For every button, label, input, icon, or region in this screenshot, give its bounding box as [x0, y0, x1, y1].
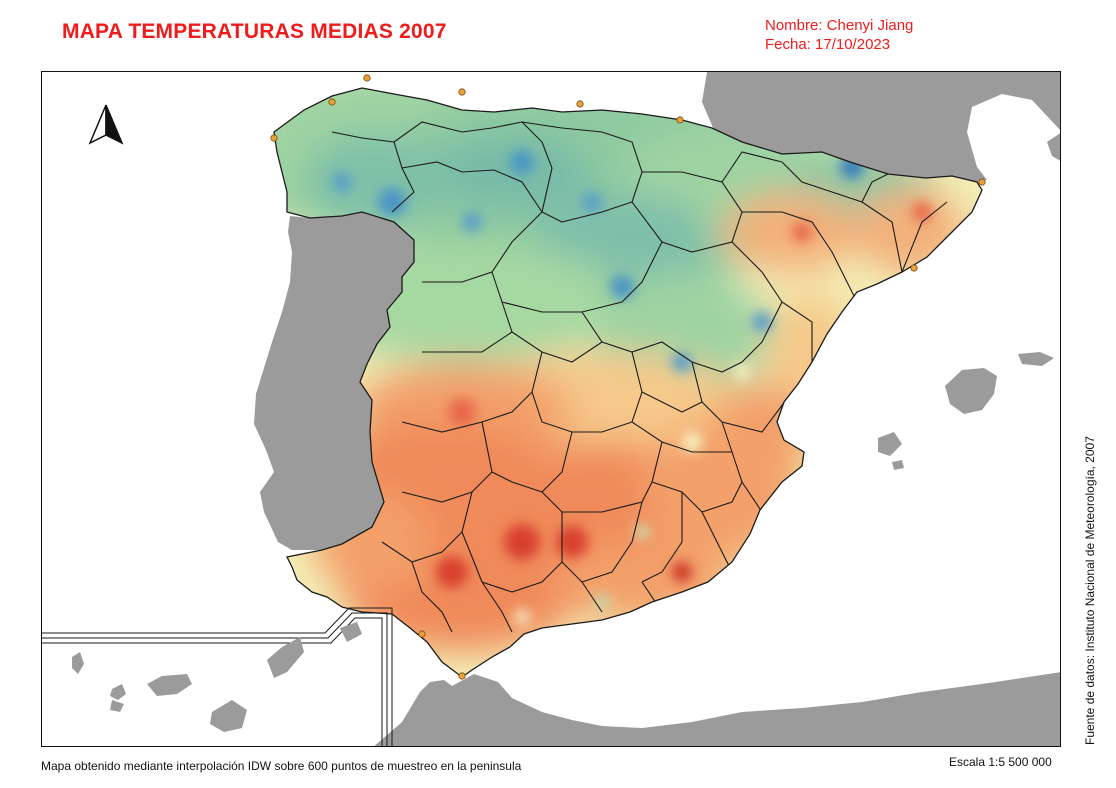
canary-inset: [42, 607, 393, 746]
author-name: Nombre: Chenyi Jiang: [765, 17, 914, 34]
formentera-island: [892, 460, 904, 470]
surrounding-land: [254, 72, 1060, 746]
map-frame: [41, 71, 1061, 747]
map-title: MAPA TEMPERATURAS MEDIAS 2007: [62, 20, 447, 43]
sardinia-landmass: [1047, 133, 1060, 161]
menorca-island: [1018, 352, 1054, 366]
author-date: Fecha: 17/10/2023: [765, 36, 891, 53]
ibiza-island: [878, 432, 902, 456]
north-arrow-icon: [88, 104, 124, 145]
author-block: Nombre: Chenyi Jiang Fecha: 17/10/2023: [765, 16, 913, 54]
canary-islands: [72, 622, 362, 732]
method-note: Mapa obtenido mediante interpolación IDW…: [41, 759, 522, 773]
province-borders: [331, 121, 948, 633]
portugal-landmass: [254, 212, 414, 550]
data-source-label: Fuente de datos: Instituto Nacional de M…: [1083, 436, 1097, 745]
mallorca-island: [945, 368, 997, 414]
map-canvas: [42, 72, 1060, 746]
france-landmass: [702, 72, 1060, 182]
africa-landmass: [374, 672, 1060, 746]
sample-stations: [270, 74, 986, 680]
scale-label: Escala 1:5 500 000: [949, 755, 1052, 769]
